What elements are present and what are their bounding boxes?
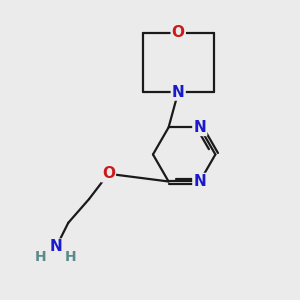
Text: N: N [172, 85, 184, 100]
Text: N: N [194, 120, 206, 135]
Text: H: H [65, 250, 76, 264]
Text: O: O [102, 166, 115, 181]
Text: N: N [194, 174, 206, 189]
Text: N: N [50, 239, 63, 254]
Text: O: O [172, 25, 185, 40]
Text: H: H [35, 250, 47, 264]
